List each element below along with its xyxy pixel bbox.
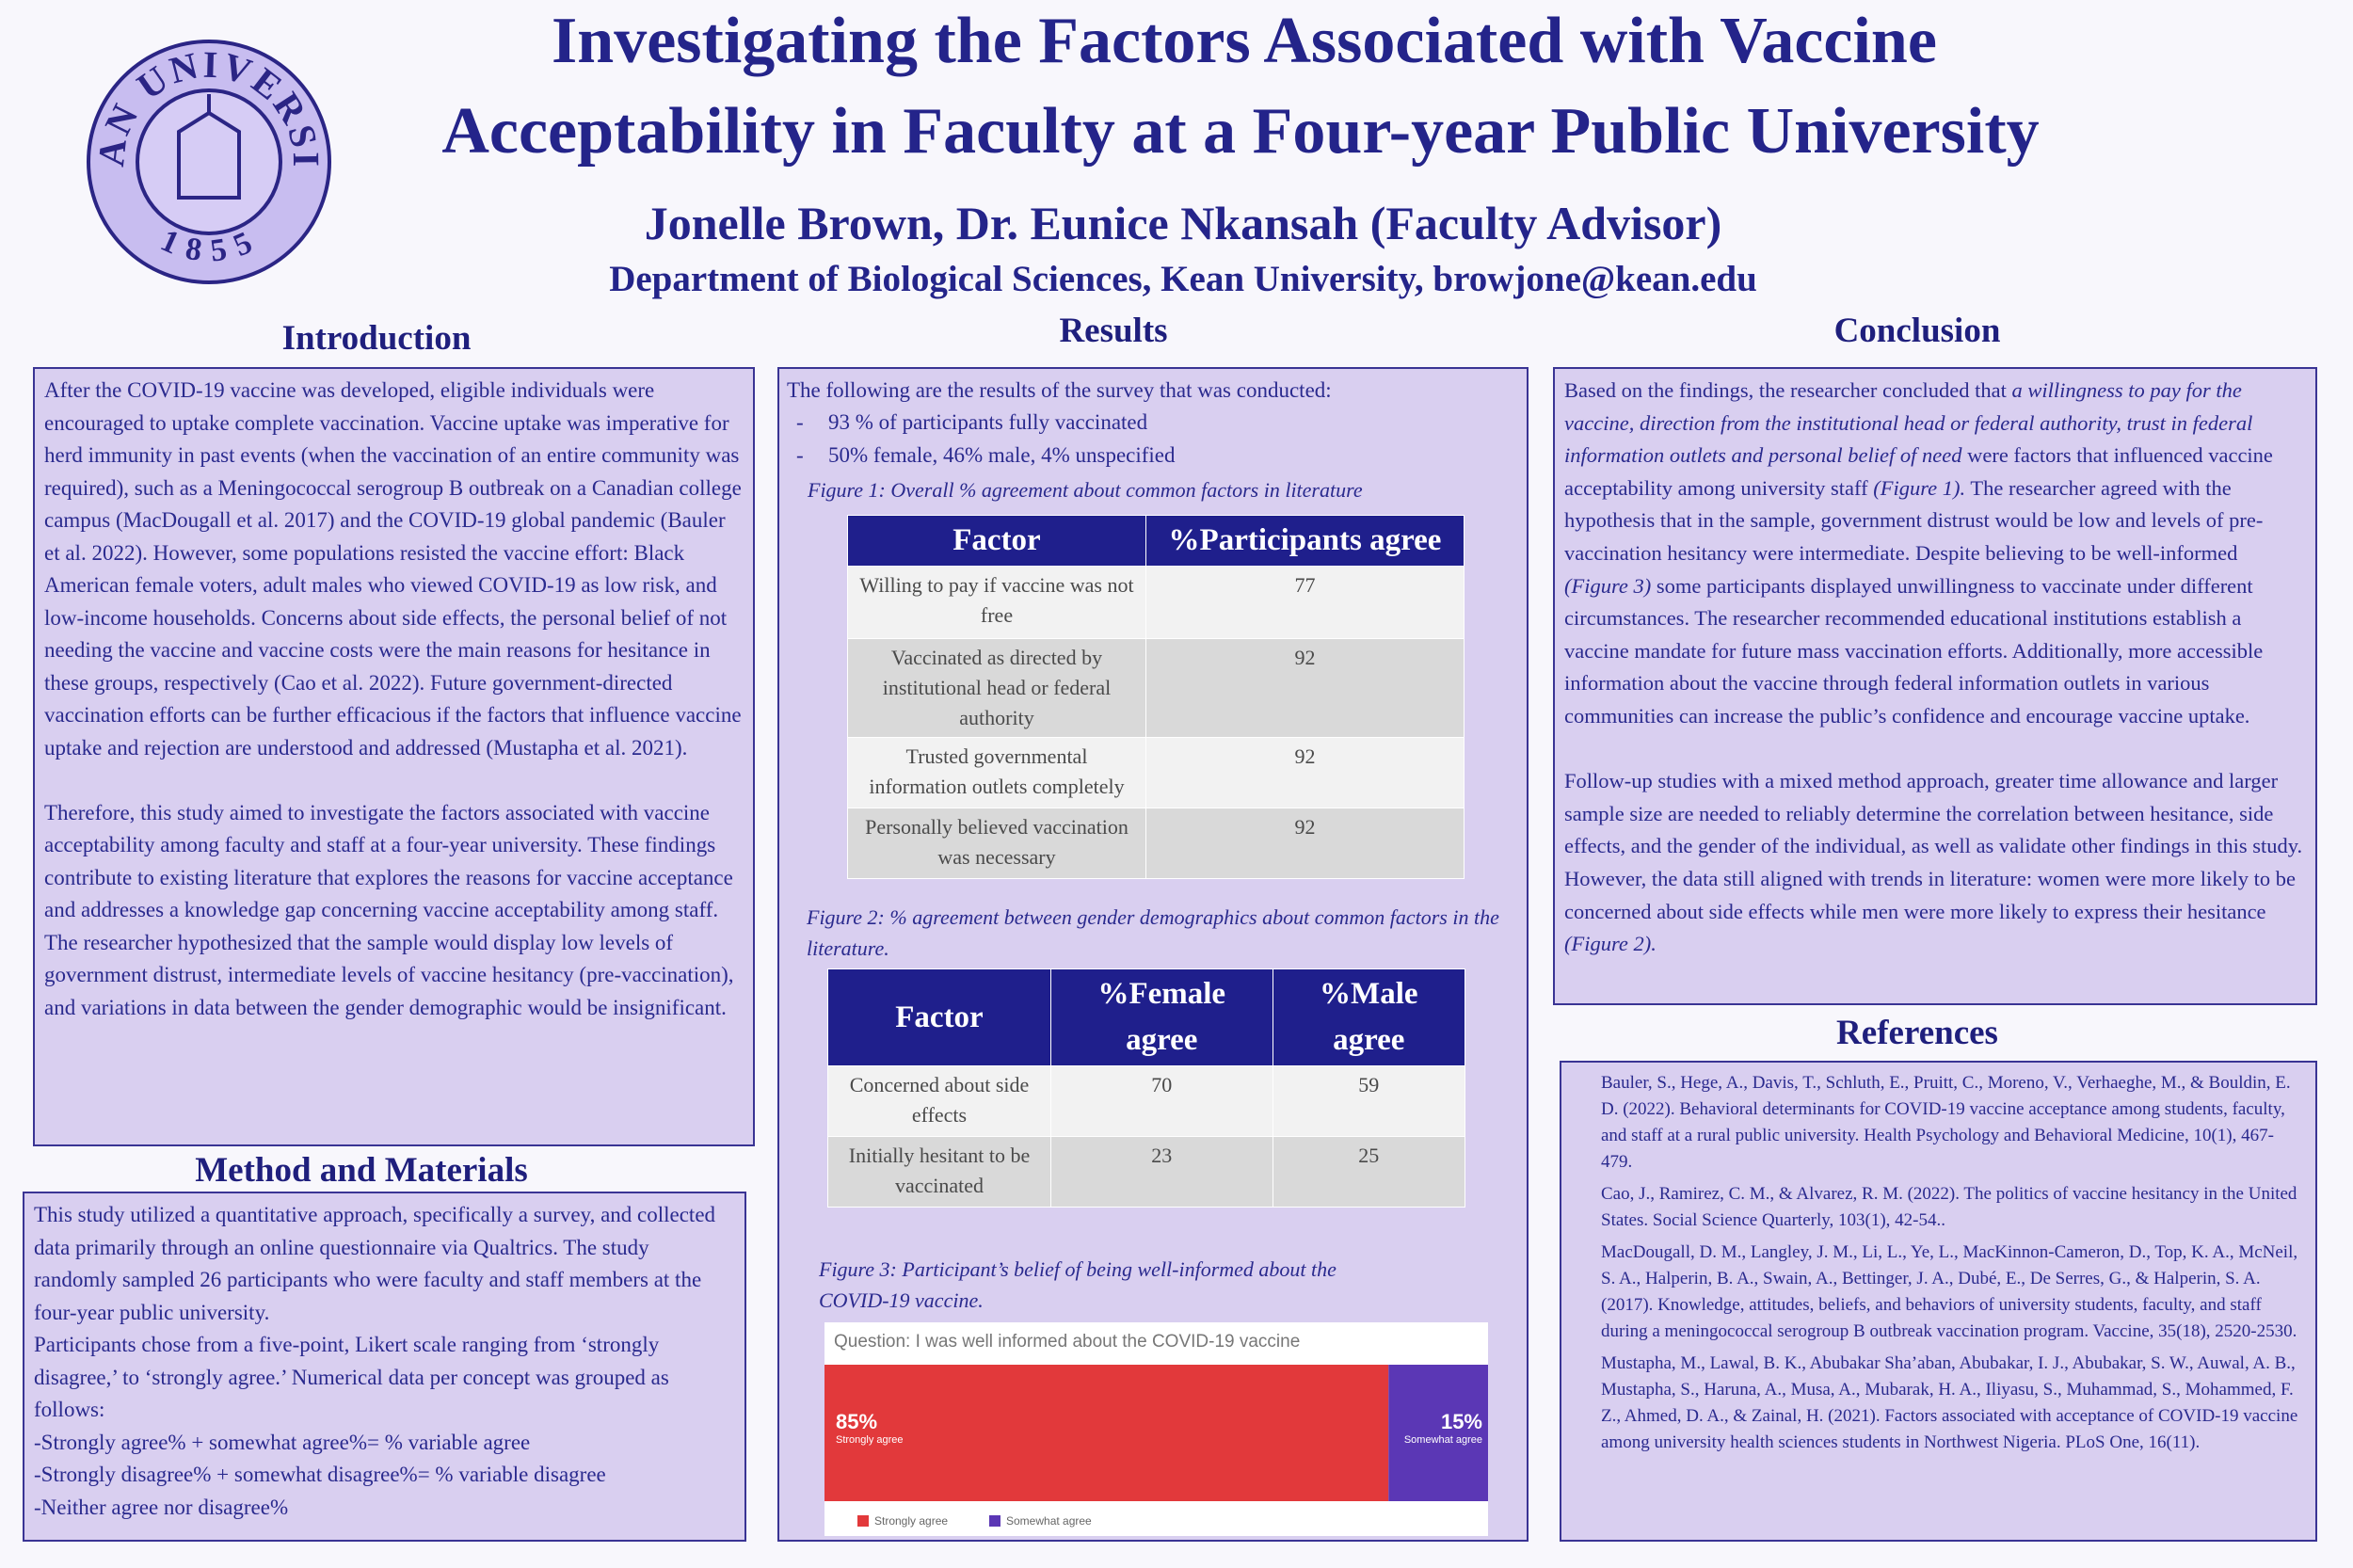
table-value: 70	[1050, 1065, 1273, 1137]
italic-text: (Figure 2).	[1564, 932, 1657, 956]
table-row: Initially hesitant to be vaccinated 23 25	[827, 1136, 1466, 1208]
column-header: %Male agree	[1272, 968, 1466, 1066]
value-label: 15%	[1441, 1410, 1482, 1433]
table-value: 92	[1145, 737, 1465, 808]
legend-label: Strongly agree	[874, 1514, 948, 1528]
bullet-marker: -	[796, 442, 804, 467]
table-value: 92	[1145, 638, 1465, 738]
bar-segment	[1388, 1365, 1488, 1501]
paragraph: -Strongly agree% + somewhat agree%= % va…	[34, 1430, 531, 1454]
title-line: Investigating the Factors Associated wit…	[552, 5, 1937, 77]
bar-segment	[824, 1365, 1389, 1501]
figure3-chart: Question: I was well informed about the …	[824, 1322, 1488, 1536]
table-header-row: Factor %Female agree %Male agree	[827, 968, 1466, 1066]
figure-caption: Figure 3: Participant’s belief of being …	[819, 1257, 1337, 1312]
table-value: 77	[1145, 566, 1465, 639]
text: some participants displayed unwillingnes…	[1564, 573, 2264, 728]
figure-caption: Figure 2: % agreement between gender dem…	[807, 905, 1499, 960]
bullet-item: -93 % of participants fully vaccinated	[796, 407, 1176, 440]
title-line: Acceptability in Faculty at a Four-year …	[441, 95, 2040, 168]
table-row: Willing to pay if vaccine was not free 77	[847, 566, 1465, 639]
table-factor: Vaccinated as directed by institutional …	[847, 638, 1146, 738]
table-factor: Trusted governmental information outlets…	[847, 737, 1146, 808]
table-row: Concerned about side effects 70 59	[827, 1065, 1466, 1137]
text: were factors that influenced vaccine acc…	[1564, 443, 2273, 500]
methods-box: This study utilized a quantitative appro…	[23, 1192, 746, 1542]
department: Department of Biological Sciences, Kean …	[609, 259, 1757, 299]
segment-label: Strongly agree	[836, 1434, 904, 1446]
section-heading: Results	[1059, 312, 1168, 350]
italic-text: (Figure 3)	[1564, 573, 1652, 598]
reference: Mustapha, M., Lawal, B. K., Abubakar Sha…	[1601, 1353, 2298, 1452]
table-factor: Personally believed vaccination was nece…	[847, 808, 1146, 879]
bullet-item: -50% female, 46% male, 4% unspecified	[796, 440, 1176, 472]
column-header: Factor	[847, 515, 1146, 567]
column-header: Factor	[827, 968, 1051, 1066]
figure-caption: Figure 1: Overall % agreement about comm…	[808, 478, 1363, 502]
section-heading: Introduction	[281, 319, 472, 358]
reference: Cao, J., Ramirez, C. M., & Alvarez, R. M…	[1601, 1184, 2297, 1230]
paragraph: -Strongly disagree% + somewhat disagree%…	[34, 1463, 606, 1486]
legend-swatch	[989, 1515, 1000, 1527]
text: Based on the findings, the researcher co…	[1564, 378, 2012, 402]
text: Follow-up studies with a mixed method ap…	[1564, 769, 2303, 923]
legend-label: Somewhat agree	[1006, 1514, 1092, 1528]
value-label: 85%	[836, 1410, 877, 1433]
logo: KEAN UNIVERSITY 1855	[85, 38, 331, 284]
logo-inner	[136, 88, 282, 235]
column-header: %Participants agree	[1145, 515, 1465, 567]
paragraph: -Neither agree nor disagree%	[34, 1495, 289, 1519]
introduction-box: After the COVID-19 vaccine was developed…	[33, 367, 755, 1146]
chart-question: Question: I was well informed about the …	[834, 1332, 1300, 1352]
results-lead: The following are the results of the sur…	[787, 378, 1332, 402]
logo-emblem	[177, 110, 241, 200]
reference: Bauler, S., Hege, A., Davis, T., Schluth…	[1601, 1073, 2291, 1172]
results-box: The following are the results of the sur…	[777, 367, 1529, 1542]
italic-text: (Figure 1).	[1873, 475, 1966, 500]
table-value: 59	[1272, 1065, 1466, 1137]
conclusion-box: Based on the findings, the researcher co…	[1553, 367, 2317, 1005]
table-factor: Willing to pay if vaccine was not free	[847, 566, 1146, 639]
table-value: 23	[1050, 1136, 1273, 1208]
section-heading: Conclusion	[1833, 312, 2001, 350]
paragraph: Therefore, this study aimed to investiga…	[44, 800, 734, 1019]
text: The researcher agreed with the hypothesi…	[1564, 475, 2264, 565]
paragraph: Follow-up studies with a mixed method ap…	[1564, 765, 2306, 961]
table-row: Trusted governmental information outlets…	[847, 737, 1465, 808]
references-box: Bauler, S., Hege, A., Davis, T., Schluth…	[1560, 1061, 2317, 1542]
section-heading: Method and Materials	[195, 1151, 528, 1190]
paragraph: Participants chose from a five-point, Li…	[34, 1333, 669, 1421]
authors: Jonelle Brown, Dr. Eunice Nkansah (Facul…	[644, 197, 1722, 249]
table-value: 25	[1272, 1136, 1466, 1208]
figure2-table: Factor %Female agree %Male agree Concerned …	[827, 968, 1466, 1208]
paragraph: After the COVID-19 vaccine was developed…	[44, 378, 742, 760]
table-row: Vaccinated as directed by institutional …	[847, 638, 1465, 738]
paragraph: Based on the findings, the researcher co…	[1564, 375, 2306, 733]
bullet-text: 93 % of participants fully vaccinated	[828, 410, 1148, 434]
table-factor: Concerned about side effects	[827, 1065, 1051, 1137]
bullet-text: 50% female, 46% male, 4% unspecified	[828, 442, 1176, 467]
table-factor: Initially hesitant to be vaccinated	[827, 1136, 1051, 1208]
table-header-row: Factor %Participants agree	[847, 515, 1465, 567]
results-bullets: -93 % of participants fully vaccinated -5…	[796, 407, 1176, 472]
reference: MacDougall, D. M., Langley, J. M., Li, L…	[1601, 1242, 2298, 1341]
segment-label: Somewhat agree	[1404, 1434, 1482, 1446]
legend-swatch	[857, 1515, 869, 1527]
table-value: 92	[1145, 808, 1465, 879]
paragraph: This study utilized a quantitative appro…	[34, 1203, 716, 1324]
section-heading: References	[1836, 1014, 1998, 1052]
table-row: Personally believed vaccination was nece…	[847, 808, 1465, 879]
bullet-marker: -	[796, 410, 804, 434]
figure1-table: Factor %Participants agree Willing to pay …	[847, 515, 1465, 879]
italic-text: a willingness to pay for the vaccine, di…	[1564, 378, 2253, 468]
column-header: %Female agree	[1050, 968, 1273, 1066]
